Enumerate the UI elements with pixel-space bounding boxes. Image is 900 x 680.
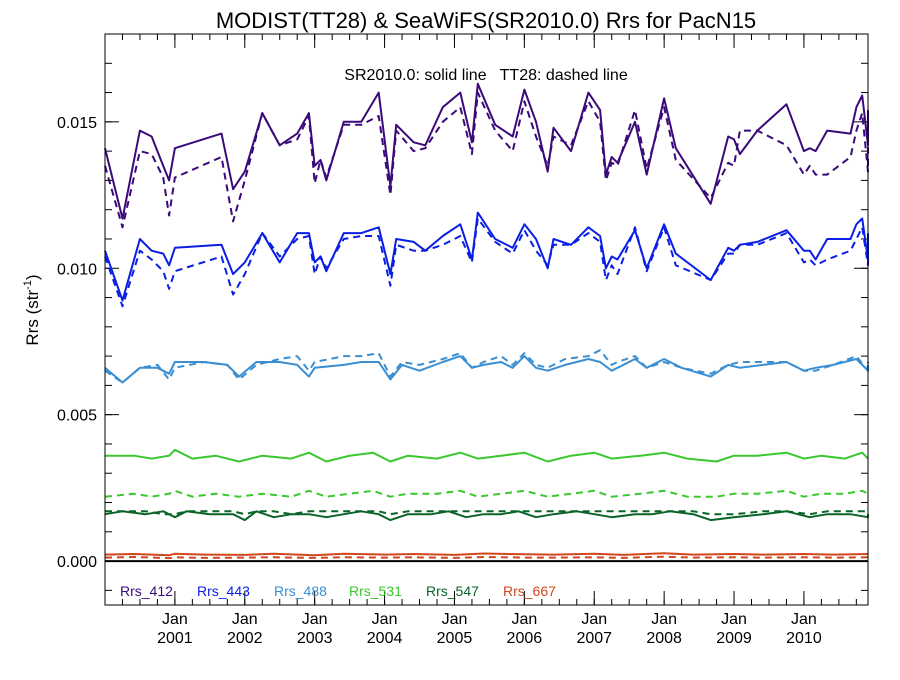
x-tick-year: 2002 [227,630,263,647]
series-rrs-547-sr2010-solid [104,510,869,522]
chart-title: MODIST(TT28) & SeaWiFS(SR2010.0) Rrs for… [216,8,756,33]
x-tick-month: Jan [721,611,747,628]
x-tick-year: 2010 [786,630,822,647]
series-rrs-412-tt28-dashed [104,91,869,229]
y-axis-title-main: Rrs (str [23,290,42,346]
x-tick-month: Jan [442,611,468,628]
x-tick-month: Jan [302,611,328,628]
x-tick-month: Jan [232,611,258,628]
series-rrs-443-sr2010-solid [104,211,869,302]
x-tick-month: Jan [581,611,607,628]
series-rrs-667-tt28-dashed [104,555,869,560]
legend-entry: Rrs_547 [426,583,479,599]
y-tick-label: 0.005 [57,408,97,425]
x-tick-year: 2008 [646,630,682,647]
series-rrs-667-sr2010-solid [104,552,869,557]
series-rrs-443-tt28-dashed [104,217,869,308]
y-tick-label: 0.000 [57,554,97,571]
x-tick-year: 2001 [157,630,193,647]
x-tick-month: Jan [791,611,817,628]
legend-entry: Rrs_443 [197,583,250,599]
y-tick-label: 0.010 [57,261,97,278]
y-axis-title: Rrs (str-1) [22,274,42,345]
x-tick-month: Jan [651,611,677,628]
series-rrs-531-tt28-dashed [104,489,869,498]
legend-entry: Rrs_412 [120,583,173,599]
legend-entry: Rrs_667 [503,583,556,599]
series-rrs-547-tt28-dashed [105,510,868,516]
series-layer [104,82,869,560]
x-tick-year: 2003 [297,630,333,647]
y-axis-title-superscript: -1 [22,280,34,290]
x-tick-year: 2005 [437,630,473,647]
x-tick-month: Jan [511,611,537,628]
tick-layer: 0.000 0.005 0.010 0.015 Jan 2001 Jan 2002 Jan 200… [57,33,868,647]
line-style-annotation: SR2010.0: solid line TT28: dashed line [344,67,628,84]
plot-frame [104,33,869,606]
legend: Rrs_412 Rrs_443 Rrs_488 Rrs_531 Rrs_547 Rrs_6… [120,583,556,599]
series-rrs-531-sr2010-solid [105,448,869,463]
x-tick-month: Jan [372,611,398,628]
x-tick-year: 2007 [576,630,612,647]
legend-entry: Rrs_488 [274,583,327,599]
series-rrs-412-sr2010-solid [104,82,869,220]
y-axis-title-close: ) [23,274,42,280]
series-rrs-488-sr2010-solid [104,355,869,384]
x-tick-year: 2009 [716,630,752,647]
x-tick-year: 2006 [507,630,543,647]
x-tick-month: Jan [162,611,188,628]
x-tick-year: 2004 [367,630,403,647]
y-tick-label: 0.015 [57,115,97,132]
legend-entry: Rrs_531 [349,583,402,599]
